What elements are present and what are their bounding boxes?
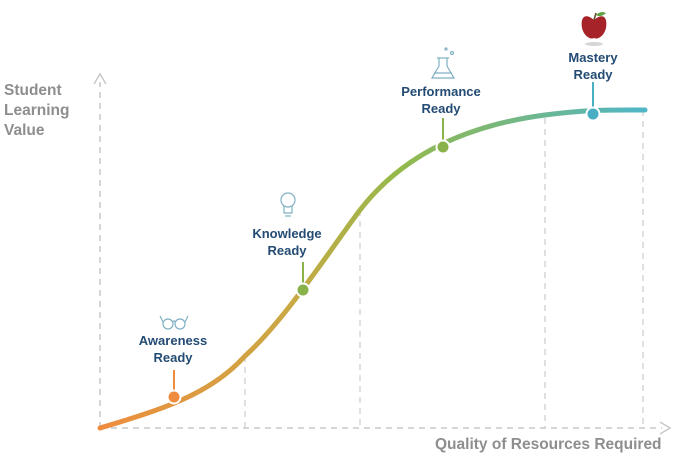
performance-label: Performance Ready (381, 84, 501, 117)
glasses-icon (159, 315, 189, 330)
x-axis (100, 421, 672, 435)
performance-label-line-2: Ready (421, 100, 461, 116)
knowledge-label: Knowledge Ready (227, 226, 347, 259)
y-axis-label-line-2: Learning (4, 102, 70, 119)
lightbulb-icon (280, 192, 296, 217)
x-axis-label: Quality of Resources Required (435, 436, 662, 453)
mastery-label-line-1: Mastery (568, 50, 618, 65)
awareness-label-line-1: Awareness (138, 333, 208, 348)
awareness-label-line-2: Ready (153, 349, 193, 365)
awareness-marker (166, 389, 182, 405)
y-axis (93, 72, 107, 428)
awareness-label: Awareness Ready (113, 333, 233, 366)
knowledge-label-line-1: Knowledge (252, 226, 322, 241)
performance-label-line-1: Performance (401, 84, 481, 99)
performance-marker (435, 139, 451, 155)
y-axis-label-line-1: Student (4, 82, 62, 99)
y-axis-label: Student Learning Value (4, 81, 94, 141)
apple-icon (581, 12, 607, 46)
mastery-marker (585, 106, 601, 122)
knowledge-label-line-2: Ready (267, 242, 307, 258)
flask-icon (430, 47, 456, 79)
mastery-label-line-2: Ready (573, 66, 613, 82)
guide-lines (244, 110, 644, 428)
learning-curve (97, 107, 648, 431)
knowledge-marker (295, 282, 311, 298)
mastery-label: Mastery Ready (533, 50, 653, 83)
y-axis-label-line-3: Value (4, 122, 45, 139)
